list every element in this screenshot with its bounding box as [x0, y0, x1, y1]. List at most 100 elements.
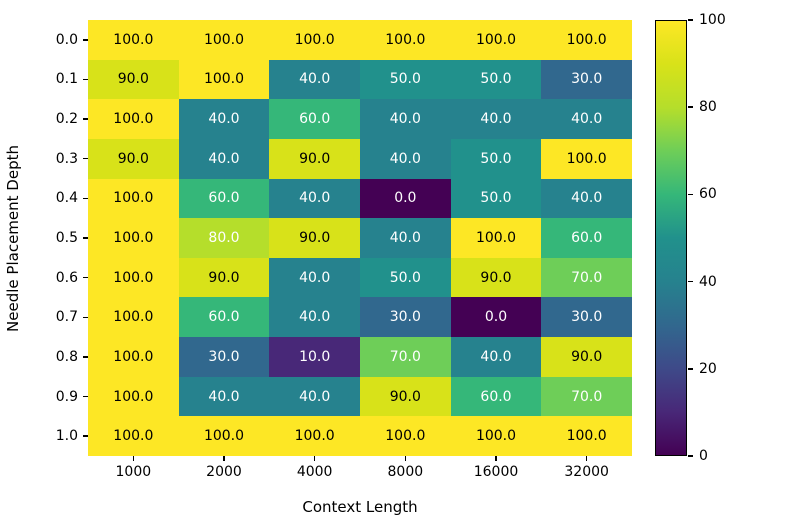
x-axis-ticks: 1000 2000 4000 8000 16000 32000 [88, 456, 632, 486]
tick-mark [495, 456, 497, 461]
heatmap-cell: 90.0 [269, 138, 360, 179]
colorbar-tick-label: 20 [699, 360, 717, 377]
heatmap-cell: 70.0 [541, 257, 632, 298]
y-tick: 0.3 [0, 139, 88, 179]
heatmap-cell: 40.0 [269, 178, 360, 219]
colorbar-tick: 80 [688, 99, 717, 115]
tick-mark [83, 395, 88, 398]
heatmap-cell: 100.0 [541, 138, 632, 179]
heatmap-cell: 40.0 [178, 138, 270, 179]
x-tick-label: 16000 [473, 464, 519, 480]
y-tick: 0.5 [0, 218, 88, 258]
heatmap-cell: 60.0 [541, 218, 632, 258]
heatmap-cell: 100.0 [88, 416, 179, 456]
colorbar-tick: 100 [688, 12, 726, 28]
heatmap-cell: 100.0 [88, 257, 179, 298]
x-tick: 4000 [269, 456, 360, 486]
heatmap-cell: 80.0 [178, 218, 270, 258]
heatmap-cell: 40.0 [269, 376, 360, 417]
y-tick: 0.2 [0, 99, 88, 139]
colorbar-tick-label: 80 [699, 99, 717, 116]
heatmap-cell: 60.0 [450, 376, 542, 417]
heatmap-cell: 100.0 [450, 218, 542, 258]
tick-mark [585, 456, 588, 461]
tick-mark [688, 455, 693, 457]
heatmap-cell: 100.0 [88, 337, 179, 377]
y-tick: 0.8 [0, 337, 88, 377]
heatmap-cell: 30.0 [541, 297, 632, 338]
heatmap-cell: 70.0 [541, 376, 632, 417]
heatmap-cell: 0.0 [359, 178, 451, 219]
tick-mark [83, 316, 88, 319]
tick-mark [83, 356, 88, 358]
heatmap-cell: 30.0 [541, 59, 632, 100]
y-tick-label: 0.2 [55, 111, 78, 128]
heatmap-cell: 40.0 [269, 297, 360, 338]
tick-mark [83, 157, 88, 160]
heatmap-cell: 90.0 [88, 138, 179, 179]
heatmap-cell: 40.0 [541, 99, 632, 139]
tick-mark [688, 368, 693, 370]
heatmap-cell: 50.0 [359, 59, 451, 100]
tick-mark [83, 78, 88, 81]
heatmap-cell: 100.0 [88, 20, 179, 60]
y-tick-label: 1.0 [55, 428, 78, 445]
colorbar-tick-label: 0 [699, 448, 708, 464]
colorbar-tick: 20 [688, 361, 717, 377]
tick-mark [688, 193, 693, 196]
heatmap-cell: 90.0 [88, 59, 179, 100]
heatmap-cell: 70.0 [359, 337, 451, 377]
heatmap-cell: 50.0 [450, 178, 542, 219]
heatmap-cell: 100.0 [178, 59, 270, 100]
x-tick: 8000 [360, 456, 451, 486]
colorbar-tick: 0 [688, 448, 708, 464]
heatmap-cell: 40.0 [178, 376, 270, 417]
heatmap-cell: 100.0 [88, 178, 179, 219]
heatmap-cell: 100.0 [88, 218, 179, 258]
tick-mark [313, 456, 316, 461]
colorbar [655, 20, 687, 456]
heatmap-cell: 100.0 [359, 416, 451, 456]
tick-mark [83, 118, 88, 120]
y-tick-label: 0.1 [55, 71, 78, 88]
heatmap-cell: 50.0 [450, 138, 542, 179]
heatmap-cell: 40.0 [359, 218, 451, 258]
heatmap-cell: 50.0 [359, 257, 451, 298]
x-tick-label: 8000 [387, 464, 424, 480]
colorbar-tick: 40 [688, 274, 717, 290]
heatmap-cell: 90.0 [178, 257, 270, 298]
x-axis-label: Context Length [302, 498, 418, 516]
heatmap-cell: 40.0 [541, 178, 632, 219]
tick-mark [83, 276, 88, 279]
tick-mark [132, 456, 135, 461]
x-tick: 1000 [88, 456, 179, 486]
heatmap-cell: 40.0 [269, 257, 360, 298]
tick-mark [404, 456, 407, 461]
heatmap-cell: 100.0 [541, 416, 632, 456]
y-tick-label: 0.0 [55, 31, 78, 48]
heatmap-cell: 100.0 [450, 416, 542, 456]
y-tick: 0.6 [0, 258, 88, 298]
heatmap-cell: 60.0 [178, 178, 270, 219]
heatmap-cell: 100.0 [178, 20, 270, 60]
heatmap-cell: 100.0 [269, 416, 360, 456]
colorbar-tick: 60 [688, 186, 717, 202]
heatmap-cell: 0.0 [450, 297, 542, 338]
tick-mark [688, 19, 693, 21]
y-axis-ticks: 0.0 0.1 0.2 0.3 0.4 0.5 0.6 0.7 0.8 0.9 1.0 [0, 20, 88, 456]
heatmap-cell: 60.0 [178, 297, 270, 338]
y-tick: 0.7 [0, 297, 88, 337]
heatmap-cell: 90.0 [450, 257, 542, 298]
x-tick: 2000 [179, 456, 270, 486]
y-tick-label: 0.3 [55, 150, 78, 167]
heatmap-cell: 40.0 [450, 337, 542, 377]
heatmap-cell: 90.0 [269, 218, 360, 258]
heatmap-cell: 40.0 [178, 99, 270, 139]
tick-mark [83, 197, 88, 200]
colorbar-tick-label: 40 [699, 273, 717, 290]
y-tick-label: 0.5 [55, 230, 78, 247]
heatmap-cell: 30.0 [178, 337, 270, 377]
y-tick-label: 0.9 [55, 388, 78, 405]
x-tick-label: 2000 [206, 464, 242, 480]
heatmap-cell: 30.0 [359, 297, 451, 338]
